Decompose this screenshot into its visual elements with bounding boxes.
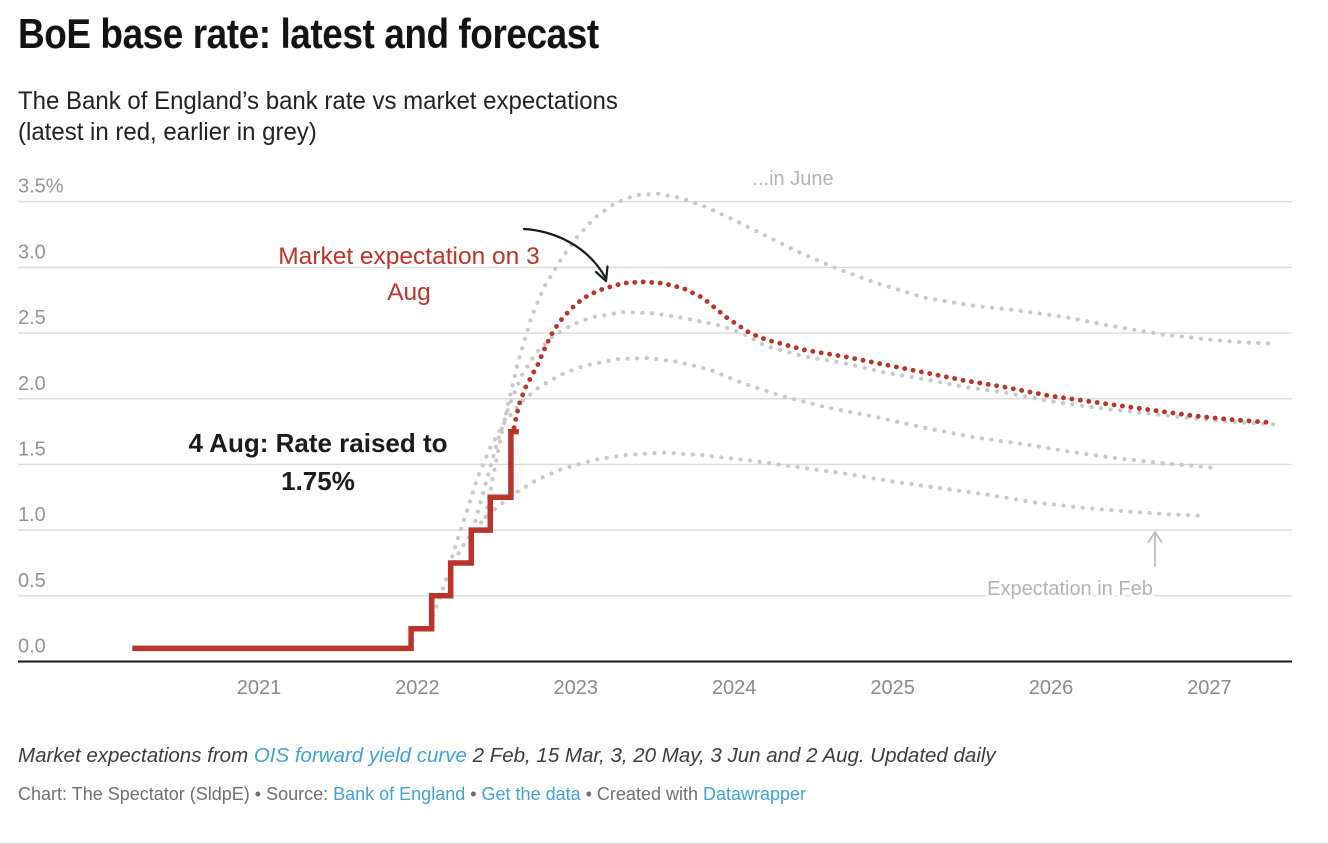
x-tick-label: 2022 [395, 677, 440, 699]
annotation-rate-raised-line1: 4 Aug: Rate raised to [188, 428, 447, 458]
annotation-in-june: ...in June [752, 168, 833, 190]
series-lines [132, 191, 1285, 652]
y-tick-label: 2.0 [18, 373, 46, 395]
footnote: Market expectations from OIS forward yie… [18, 744, 996, 768]
y-tick-label: 0.5 [18, 570, 46, 592]
x-axis-labels: 2021 2022 2023 2024 2025 2026 2027 [237, 677, 1232, 699]
x-tick-label: 2025 [870, 677, 915, 699]
y-tick-label: 3.5% [18, 176, 64, 198]
x-tick-label: 2024 [712, 677, 757, 699]
byline-sep2: • Created with [580, 784, 703, 804]
y-tick-label: 3.0 [18, 241, 46, 263]
annotation-market-expectation-line2: Aug [387, 279, 431, 306]
annotation-arrow [522, 227, 609, 283]
feb-arrow-icon [1147, 531, 1163, 567]
subtitle-line-2: (latest in red, earlier in grey) [18, 118, 317, 146]
series-expectation-jun [483, 191, 1275, 520]
series-expectation-may [470, 309, 1285, 533]
x-tick-label: 2021 [237, 677, 282, 699]
ois-forward-yield-curve-link[interactable]: OIS forward yield curve [253, 744, 467, 767]
y-axis-labels: 3.5% 3.0 2.5 2.0 1.5 1.0 0.5 0.0 [18, 176, 64, 658]
annotation-expectation-feb: Expectation in Feb [987, 578, 1153, 600]
source-link[interactable]: Bank of England [333, 784, 466, 804]
x-tick-label: 2027 [1187, 677, 1232, 699]
series-expectation-mar [450, 355, 1220, 559]
series-expectation-aug-3 [511, 279, 1272, 431]
x-tick-label: 2026 [1029, 677, 1074, 699]
y-tick-label: 1.0 [18, 504, 46, 526]
page-title: BoE base rate: latest and forecast [18, 10, 599, 57]
byline: Chart: The Spectator (SldpE) • Source: B… [18, 784, 806, 805]
series-bank-rate [132, 428, 519, 652]
y-tick-label: 0.0 [18, 636, 46, 658]
datawrapper-link[interactable]: Datawrapper [702, 784, 807, 804]
annotation-market-expectation-line1: Market expectation on 3 [278, 243, 540, 270]
x-tick-label: 2023 [554, 677, 599, 699]
chart-subtitle: The Bank of England’s bank rate vs marke… [18, 86, 618, 148]
annotation-rate-raised-line2: 1.75% [281, 466, 355, 496]
footnote-text-prefix: Market expectations from [18, 744, 254, 767]
byline-sep1: • [465, 784, 482, 804]
y-tick-label: 1.5 [18, 438, 46, 460]
byline-prefix: Chart: The Spectator (SldpE) • Source: [18, 784, 334, 804]
footnote-text-suffix: 2 Feb, 15 Mar, 3, 20 May, 3 Jun and 2 Au… [466, 744, 996, 767]
y-tick-label: 2.5 [18, 307, 46, 329]
get-the-data-link[interactable]: Get the data [481, 784, 581, 804]
subtitle-line-1: The Bank of England’s bank rate vs marke… [18, 87, 618, 115]
